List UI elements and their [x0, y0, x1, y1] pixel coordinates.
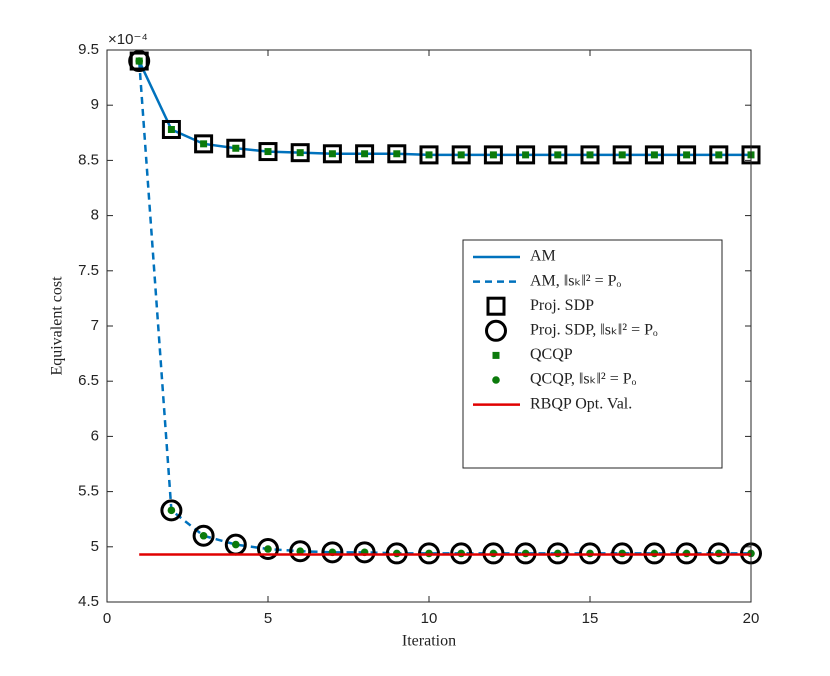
y-tick-label: 4.5: [78, 593, 99, 610]
dot-marker: [167, 506, 176, 515]
square-marker: [580, 145, 600, 165]
square-marker: [387, 144, 407, 164]
series-line: [138, 60, 751, 157]
square-marker: [650, 151, 658, 159]
axes-box: [106, 49, 752, 603]
square-marker: [296, 149, 304, 157]
dot-marker: [492, 376, 500, 384]
square-marker: [194, 134, 214, 154]
square-marker: [232, 144, 240, 152]
legend-box: [462, 239, 723, 469]
square-marker: [322, 144, 342, 164]
circle-marker: [353, 541, 376, 564]
dot-marker: [199, 531, 208, 540]
square-marker: [492, 351, 500, 359]
x-tick-label: 15: [582, 610, 599, 627]
square-marker: [516, 145, 536, 165]
legend-label: Proj. SDP: [530, 297, 594, 314]
y-tick-label: 5.5: [78, 483, 99, 500]
legend-label: QCQP, ‖sₖ‖² = Pₒ: [530, 371, 637, 388]
y-tick-label: 5: [91, 538, 99, 555]
square-marker: [167, 125, 175, 133]
square-marker: [457, 151, 465, 159]
square-marker: [226, 138, 246, 158]
y-tick-label: 8.5: [78, 151, 99, 168]
square-marker: [715, 151, 723, 159]
dot-marker: [232, 540, 240, 549]
square-marker: [483, 145, 503, 165]
square-marker: [290, 143, 310, 163]
square-marker: [586, 151, 594, 159]
square-marker: [612, 145, 632, 165]
circle-marker: [289, 540, 312, 563]
square-marker: [709, 145, 729, 165]
legend-label: AM, ‖sₖ‖² = Pₒ: [530, 272, 622, 289]
square-marker: [489, 151, 497, 159]
x-tick-label: 10: [421, 610, 438, 627]
circle-marker: [485, 319, 507, 342]
y-tick-label: 6.5: [78, 372, 99, 389]
y-multiplier: ×10⁻⁴: [108, 31, 148, 48]
legend-label: RBQP Opt. Val.: [530, 395, 632, 412]
square-marker: [548, 145, 568, 165]
dot-marker: [264, 545, 272, 553]
square-marker: [393, 150, 401, 158]
y-axis-label: Equivalent cost: [49, 276, 66, 376]
square-marker: [200, 140, 208, 148]
square-marker: [677, 145, 697, 165]
x-tick-label: 20: [743, 610, 760, 627]
square-marker: [451, 145, 471, 165]
y-tick-label: 6: [91, 427, 99, 444]
x-tick-label: 5: [264, 610, 272, 627]
square-marker: [522, 151, 530, 159]
x-axis-label: Iteration: [402, 633, 456, 650]
legend-label: Proj. SDP, ‖sₖ‖² = Pₒ: [530, 321, 658, 338]
y-tick-label: 7: [91, 317, 99, 334]
x-tick-label: 0: [103, 610, 111, 627]
square-marker: [425, 151, 433, 159]
square-marker: [554, 151, 562, 159]
legend-label: AM: [530, 248, 556, 265]
square-marker: [618, 151, 626, 159]
square-marker: [328, 150, 336, 158]
square-marker: [258, 142, 278, 162]
circle-marker: [160, 499, 183, 522]
square-marker: [264, 148, 272, 156]
y-tick-label: 9.5: [78, 41, 99, 58]
circle-marker: [321, 541, 344, 564]
y-tick-label: 8: [91, 207, 99, 224]
dot-marker: [135, 57, 143, 65]
dot-marker: [296, 547, 305, 556]
y-tick-label: 9: [91, 96, 99, 113]
square-marker: [361, 150, 369, 158]
circle-marker: [257, 538, 279, 561]
square-marker: [419, 145, 439, 165]
legend-label: QCQP: [530, 346, 573, 363]
square-marker: [486, 296, 506, 316]
square-marker: [161, 119, 181, 139]
square-marker: [683, 151, 691, 159]
square-marker: [644, 145, 664, 165]
circle-marker: [128, 50, 151, 73]
square-marker: [355, 144, 375, 164]
circle-marker: [192, 524, 215, 547]
y-tick-label: 7.5: [78, 262, 99, 279]
